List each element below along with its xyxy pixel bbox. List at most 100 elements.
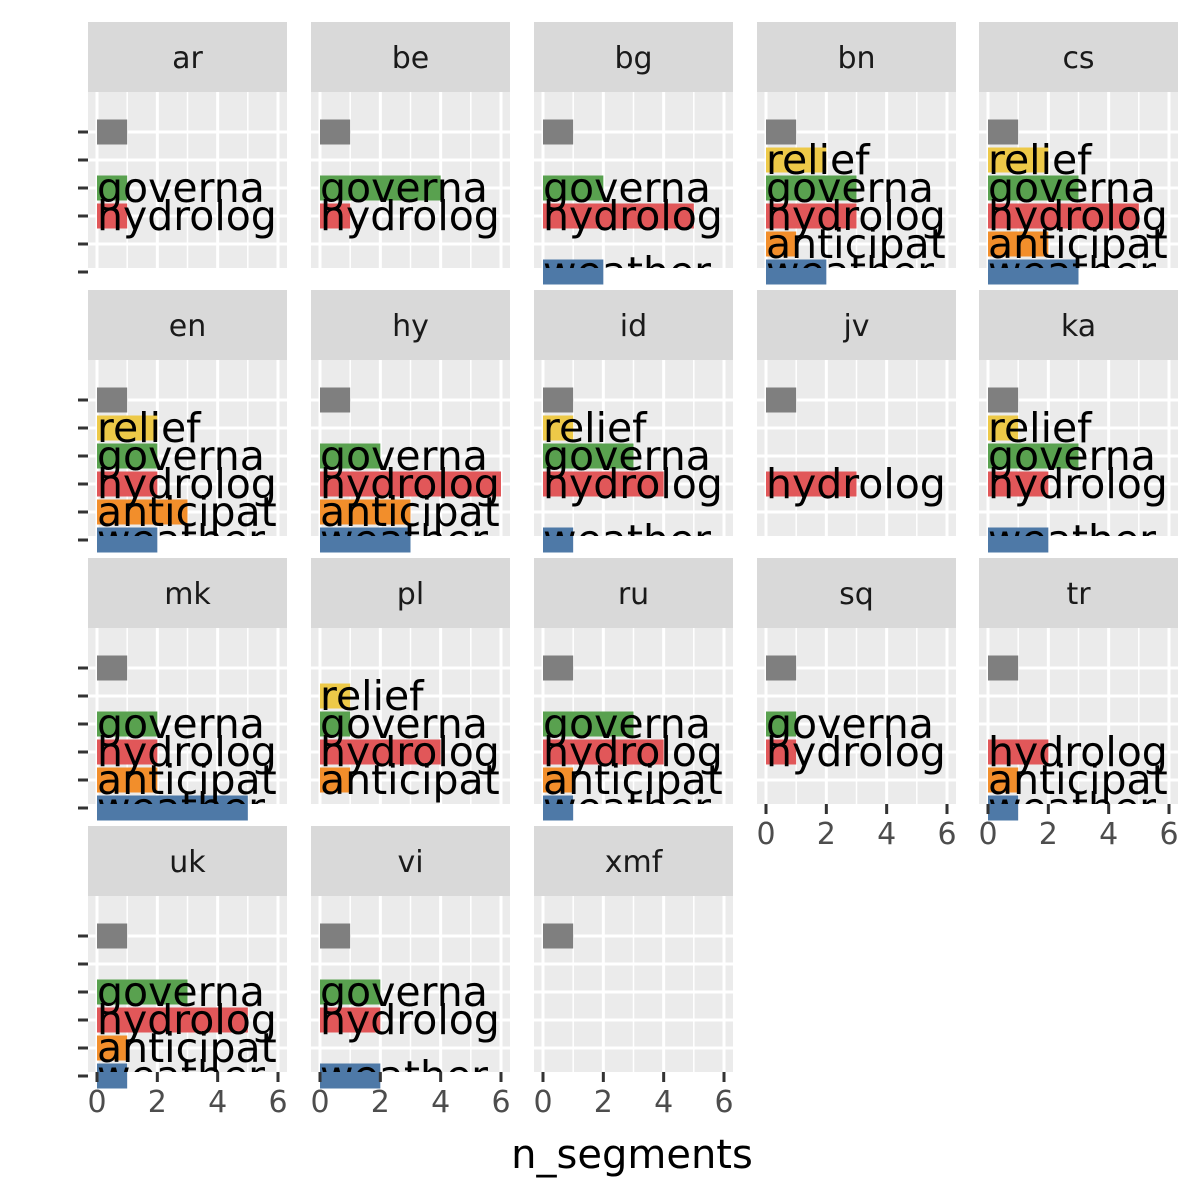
bar-label: weather (988, 248, 1156, 296)
bar-relief (97, 415, 158, 441)
bar-relief (543, 415, 574, 441)
bar-anticipat (320, 499, 411, 525)
bar-label: governa (320, 968, 488, 1016)
bar-governa (97, 175, 128, 201)
bar-governa (766, 175, 857, 201)
x-axis-title: n_segments (511, 1132, 753, 1178)
facet-strip-label: tr (1066, 577, 1091, 612)
facet-strip-label: ka (1061, 309, 1096, 344)
bar-label: relief (97, 404, 202, 452)
bar-weather (320, 1063, 381, 1089)
x-tick-label: 0 (978, 817, 997, 852)
bar-blank (766, 655, 797, 681)
facet-strip-label: uk (169, 845, 206, 880)
x-tick-label: 0 (310, 1085, 329, 1120)
bar-label: governa (320, 700, 488, 748)
bar-label: hydrolog (97, 460, 277, 508)
bar-hydrolog (97, 739, 158, 765)
x-tick-label: 6 (714, 1085, 733, 1120)
bar-governa (543, 175, 604, 201)
bar-governa (543, 711, 634, 737)
bar-blank (320, 387, 351, 413)
bar-label: hydrolog (97, 192, 277, 240)
x-tick-label: 6 (937, 817, 956, 852)
bar-label: anticipat (97, 488, 277, 536)
facet-strip-label: hy (392, 309, 429, 344)
bar-label: anticipat (97, 1024, 277, 1072)
bar-weather (97, 1063, 128, 1089)
bar-weather (97, 527, 158, 553)
bar-label: hydrolog (320, 460, 500, 508)
bar-label: governa (543, 164, 711, 212)
bar-blank (97, 655, 128, 681)
bar-hydrolog (97, 1007, 248, 1033)
facet-strip (979, 290, 1178, 360)
bar-label: hydrolog (988, 192, 1168, 240)
bar-blank (766, 119, 797, 145)
bar-label: weather (543, 516, 711, 564)
facet-strip-label: ru (618, 577, 649, 612)
bar-label: hydrolog (766, 192, 946, 240)
facet-panels: argovernahydrologbegovernahydrologbggove… (78, 22, 1179, 1120)
bar-hydrolog (766, 739, 797, 765)
bar-blank (320, 119, 351, 145)
x-tick-label: 6 (491, 1085, 510, 1120)
facet-strip-label: en (169, 309, 206, 344)
facet-strip (311, 22, 510, 92)
bar-label: weather (988, 516, 1156, 564)
facet-strip (311, 826, 510, 896)
facet-strip-label: id (620, 309, 647, 344)
facet-strip-label: pl (397, 577, 424, 612)
bar-weather (543, 795, 574, 821)
facet-strip (757, 290, 956, 360)
x-tick-label: 2 (817, 817, 836, 852)
facet-strip-label: sq (839, 577, 874, 612)
bar-hydrolog (543, 203, 694, 229)
facet-strip-label: cs (1062, 41, 1094, 76)
facet-strip (979, 558, 1178, 628)
bar-governa (97, 979, 188, 1005)
bar-weather (988, 259, 1079, 285)
bar-anticipat (988, 767, 1019, 793)
bar-label: anticipat (320, 488, 500, 536)
bar-weather (988, 527, 1049, 553)
bar-label: relief (543, 404, 648, 452)
bar-governa (320, 175, 441, 201)
facet-strip-label: be (392, 41, 430, 76)
bar-label: anticipat (988, 220, 1168, 268)
bar-weather (320, 527, 411, 553)
bar-blank (988, 655, 1019, 681)
x-tick-label: 2 (148, 1085, 167, 1120)
facet-strip (88, 290, 287, 360)
bar-label: relief (766, 136, 871, 184)
bar-label: governa (766, 164, 934, 212)
x-tick-label: 2 (594, 1085, 613, 1120)
bar-blank (320, 923, 351, 949)
bar-weather (543, 527, 574, 553)
bar-relief (320, 683, 351, 709)
bar-weather (766, 259, 827, 285)
bar-label: anticipat (766, 220, 946, 268)
facet-strip-label: bg (614, 41, 652, 76)
bar-hydrolog (320, 203, 351, 229)
bar-hydrolog (97, 203, 128, 229)
bar-hydrolog (988, 739, 1049, 765)
bar-blank (988, 387, 1019, 413)
x-tick-label: 0 (533, 1085, 552, 1120)
bar-governa (988, 175, 1079, 201)
x-tick-label: 0 (756, 817, 775, 852)
x-tick-label: 2 (1039, 817, 1058, 852)
x-tick-label: 2 (371, 1085, 390, 1120)
bar-label: hydrolog (543, 460, 723, 508)
